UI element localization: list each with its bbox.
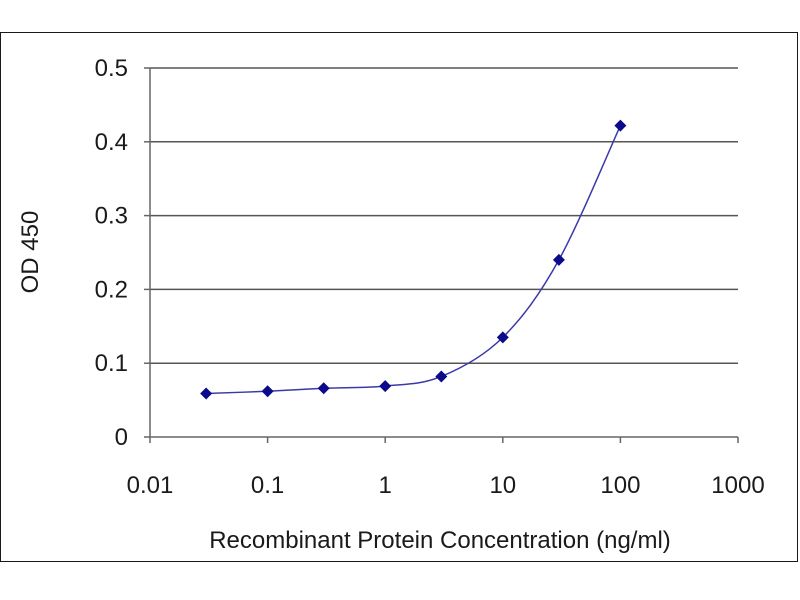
y-tick-label: 0 (115, 424, 128, 451)
data-point-4 (435, 370, 448, 383)
y-tick-labels: 0 0.1 0.2 0.3 0.4 0.5 (95, 55, 128, 451)
x-tick-label: 1 (379, 472, 392, 499)
data-point-1 (261, 385, 274, 398)
x-tick-label: 0.01 (127, 472, 174, 499)
x-tick-labels: 0.01 0.1 1 10 100 1000 (127, 472, 765, 499)
y-tick-label: 0.3 (95, 203, 128, 230)
gridlines (150, 67, 738, 364)
y-tick-label: 0.4 (95, 129, 128, 156)
data-point-0 (200, 387, 213, 400)
data-point-2 (317, 382, 330, 395)
data-point-7 (614, 119, 627, 132)
data-markers (200, 119, 627, 400)
x-axis-label: Recombinant Protein Concentration (ng/ml… (209, 527, 671, 554)
y-axis-label: OD 450 (17, 211, 44, 294)
y-tick-label: 0.2 (95, 276, 128, 303)
data-point-3 (379, 380, 392, 393)
data-point-5 (496, 331, 509, 344)
y-tick-label: 0.1 (95, 350, 128, 377)
chart-frame (0, 32, 798, 562)
x-tick-label: 0.1 (251, 472, 284, 499)
axes (144, 67, 739, 443)
x-tick-label: 10 (489, 472, 516, 499)
x-tick-label: 1000 (711, 472, 764, 499)
y-tick-label: 0.5 (95, 55, 128, 82)
data-point-6 (552, 253, 565, 266)
x-tick-label: 100 (600, 472, 640, 499)
